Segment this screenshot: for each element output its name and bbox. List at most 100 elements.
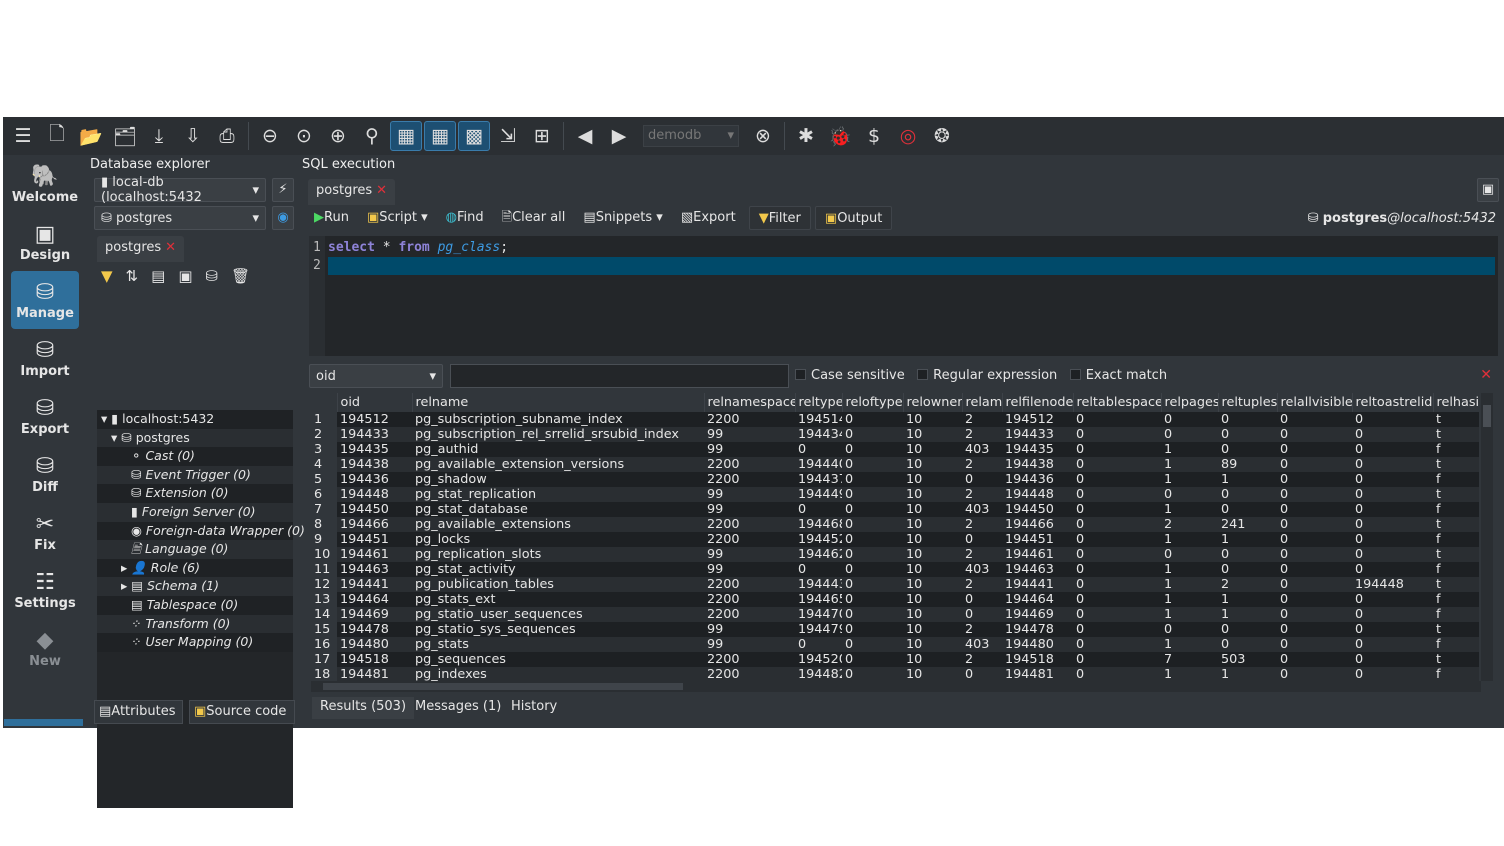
sidebar-item-new[interactable]: ◆ New — [11, 619, 79, 677]
tree-node-role[interactable]: ▸ 👤 Role (6) — [97, 558, 293, 578]
row-number[interactable]: 2 — [311, 427, 337, 442]
cell-relnamespace[interactable]: 2200 — [704, 652, 795, 667]
column-header-relname[interactable]: relname — [412, 393, 705, 412]
tree-node-schema[interactable]: ▸ ▤ Schema (1) — [97, 577, 293, 596]
cell-reltablespace[interactable]: 0 — [1073, 457, 1161, 472]
cell-relname[interactable]: pg_stat_activity — [412, 562, 704, 577]
cell-relhasin[interactable]: f — [1433, 472, 1479, 487]
cell-relowner[interactable]: 10 — [903, 472, 962, 487]
cell-oid[interactable]: 194464 — [337, 592, 412, 607]
cell-reltoastrelid[interactable]: 0 — [1352, 667, 1433, 681]
cell-reltuples[interactable]: 0 — [1218, 562, 1277, 577]
cell-oid[interactable]: 194481 — [337, 667, 412, 681]
cell-reloftype[interactable]: 0 — [842, 622, 903, 637]
cell-relname[interactable]: pg_replication_slots — [412, 547, 704, 562]
cell-reltablespace[interactable]: 0 — [1073, 487, 1161, 502]
cell-relpages[interactable]: 1 — [1161, 562, 1218, 577]
expand-arrow-icon[interactable]: ▸ — [121, 559, 132, 575]
cell-reltablespace[interactable]: 0 — [1073, 592, 1161, 607]
sidebar-item-manage[interactable]: ⛁ Manage — [11, 271, 79, 329]
expand-arrow-icon[interactable]: ▸ — [121, 578, 132, 594]
tree-node-extension[interactable]: ⛁ Extension (0) — [97, 484, 293, 503]
source-code-tab[interactable]: ▣Source code — [189, 700, 295, 724]
cell-relname[interactable]: pg_statio_sys_sequences — [412, 622, 704, 637]
cell-oid[interactable]: 194469 — [337, 607, 412, 622]
filter-column-select[interactable]: oid ▾ — [309, 364, 443, 388]
cell-reltoastrelid[interactable]: 0 — [1352, 517, 1433, 532]
grid-snap-icon[interactable]: ▩ — [458, 121, 490, 151]
row-number[interactable]: 1 — [311, 412, 337, 427]
cell-relhasin[interactable]: f — [1433, 667, 1479, 681]
cell-relfilenode[interactable]: 194435 — [1002, 442, 1073, 457]
table-row[interactable]: 6 194448 pg_stat_replication 99 194449 0 10 2 19… — [311, 487, 1479, 502]
cell-relpages[interactable]: 1 — [1161, 502, 1218, 517]
cell-oid[interactable]: 194463 — [337, 562, 412, 577]
column-header-relpages[interactable]: relpages — [1161, 393, 1219, 412]
tree-node-foreign-server[interactable]: ▮ Foreign Server (0) — [97, 502, 293, 522]
column-header-reloftype[interactable]: reloftype — [842, 393, 904, 412]
cell-reltoastrelid[interactable]: 0 — [1352, 637, 1433, 652]
cell-relnamespace[interactable]: 2200 — [704, 517, 795, 532]
cell-reltoastrelid[interactable]: 0 — [1352, 622, 1433, 637]
cell-relname[interactable]: pg_available_extensions — [412, 517, 704, 532]
cell-relfilenode[interactable]: 194461 — [1002, 547, 1073, 562]
cell-relhasin[interactable]: t — [1433, 427, 1479, 442]
browse-button[interactable]: ◉ — [272, 206, 294, 230]
cell-relam[interactable]: 2 — [962, 517, 1002, 532]
close-filter-icon[interactable]: ✕ — [1480, 367, 1492, 383]
donate-icon[interactable]: $ — [867, 125, 881, 147]
tab-results[interactable]: Results (503) — [312, 697, 415, 719]
table-row[interactable]: 12 194441 pg_publication_tables 2200 194443 0… — [311, 577, 1479, 592]
horizontal-scrollbar[interactable] — [311, 681, 1481, 692]
menu-icon[interactable]: ☰ — [14, 125, 32, 147]
trash-icon[interactable]: 🗑 — [231, 267, 251, 285]
cell-reloftype[interactable]: 0 — [842, 517, 903, 532]
cell-relallvisible[interactable]: 0 — [1277, 592, 1352, 607]
forward-icon[interactable]: ▶ — [611, 125, 627, 147]
table-row[interactable]: 17 194518 pg_sequences 2200 194520 0 10 2 194518… — [311, 652, 1479, 667]
cell-reloftype[interactable]: 0 — [842, 472, 903, 487]
cell-reltoastrelid[interactable]: 0 — [1352, 487, 1433, 502]
table-row[interactable]: 8 194466 pg_available_extensions 2200 194468… — [311, 517, 1479, 532]
cell-relname[interactable]: pg_shadow — [412, 472, 704, 487]
regex-checkbox[interactable]: Regular expression — [917, 368, 1057, 383]
cell-reltuples[interactable]: 89 — [1218, 457, 1277, 472]
cell-relfilenode[interactable]: 194433 — [1002, 427, 1073, 442]
output-button[interactable]: ▣Output — [814, 206, 893, 230]
cell-relnamespace[interactable]: 99 — [704, 427, 795, 442]
cell-relnamespace[interactable]: 2200 — [704, 577, 795, 592]
cell-reltablespace[interactable]: 0 — [1073, 532, 1161, 547]
cell-relpages[interactable]: 1 — [1161, 577, 1218, 592]
cell-relnamespace[interactable]: 2200 — [704, 592, 795, 607]
cell-oid[interactable]: 194438 — [337, 457, 412, 472]
cell-reltuples[interactable]: 241 — [1218, 517, 1277, 532]
cell-reltablespace[interactable]: 0 — [1073, 622, 1161, 637]
row-number[interactable]: 3 — [311, 442, 337, 457]
cell-relfilenode[interactable]: 194478 — [1002, 622, 1073, 637]
cell-reltablespace[interactable]: 0 — [1073, 577, 1161, 592]
sidebar-item-design[interactable]: ▣ Design — [11, 213, 79, 271]
column-header-relnamespace[interactable]: relnamespace — [704, 393, 796, 412]
column-header-oid[interactable]: oid — [337, 393, 413, 412]
cell-reltablespace[interactable]: 0 — [1073, 547, 1161, 562]
cell-relnamespace[interactable]: 99 — [704, 562, 795, 577]
cell-reloftype[interactable]: 0 — [842, 637, 903, 652]
recent-file-icon[interactable]: 🗂 — [112, 125, 138, 148]
cell-reltoastrelid[interactable]: 0 — [1352, 607, 1433, 622]
close-icon[interactable]: ✕ — [165, 240, 177, 255]
row-number[interactable]: 7 — [311, 502, 337, 517]
cell-relowner[interactable]: 10 — [903, 607, 962, 622]
cell-reltype[interactable]: 194434 — [795, 427, 842, 442]
cell-reltype[interactable]: 194479 — [795, 622, 842, 637]
cell-reltuples[interactable]: 0 — [1218, 502, 1277, 517]
cell-oid[interactable]: 194448 — [337, 487, 412, 502]
cell-oid[interactable]: 194478 — [337, 622, 412, 637]
cell-relfilenode[interactable]: 194466 — [1002, 517, 1073, 532]
cell-relname[interactable]: pg_authid — [412, 442, 704, 457]
results-grid[interactable]: oid relname relnamespace reltype reloftype re… — [311, 393, 1479, 681]
script-button[interactable]: ▣Script ▾ — [366, 210, 428, 225]
cell-relnamespace[interactable]: 99 — [704, 442, 795, 457]
cell-reltoastrelid[interactable]: 0 — [1352, 652, 1433, 667]
cell-relam[interactable]: 0 — [962, 532, 1002, 547]
row-number[interactable]: 5 — [311, 472, 337, 487]
